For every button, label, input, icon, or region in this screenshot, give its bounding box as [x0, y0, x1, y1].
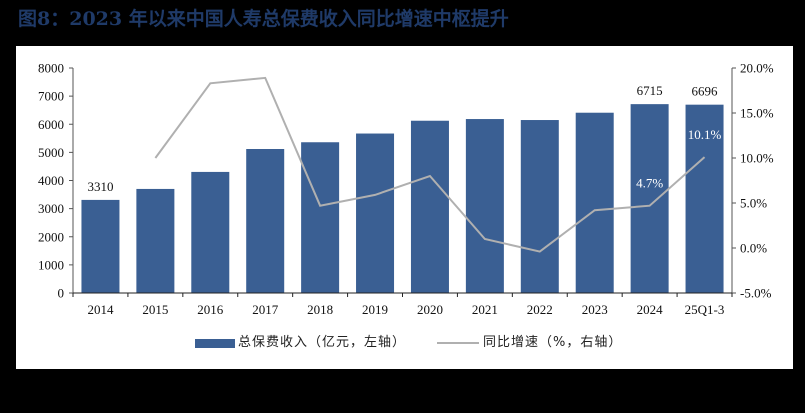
left-tick-label: 3000 — [38, 201, 64, 216]
left-tick-label: 0 — [58, 286, 65, 301]
x-tick-label: 2018 — [307, 302, 333, 317]
bar-2021 — [465, 119, 504, 293]
legend-label-premium: 总保费收入（亿元，左轴） — [238, 335, 407, 350]
legend-item-growth: 同比增速（%，右轴） — [437, 332, 622, 354]
x-tick-label: 25Q1-3 — [685, 302, 725, 317]
bar-2019 — [356, 133, 395, 293]
x-tick-label: 2015 — [142, 302, 168, 317]
right-tick-label: 0.0% — [740, 241, 767, 256]
left-tick-label: 4000 — [38, 173, 64, 188]
right-tick-label: 20.0% — [740, 61, 774, 76]
bar-2018 — [301, 142, 340, 293]
bar-data-label: 3310 — [87, 179, 113, 194]
bar-25Q1-3 — [685, 104, 724, 293]
bar-2022 — [520, 120, 559, 293]
x-tick-label: 2024 — [637, 302, 664, 317]
line-data-label: 10.1% — [688, 127, 722, 142]
bar-2016 — [191, 171, 230, 293]
x-tick-label: 2023 — [582, 302, 608, 317]
growth-line — [154, 76, 706, 253]
bar-data-label: 6715 — [637, 83, 663, 98]
combo-chart: 0 1000 2000 3000 4000 5000 6000 7000 8000 -5.0% 0.… — [38, 61, 774, 318]
x-tick-label: 2020 — [417, 302, 443, 317]
line-swatch-icon — [437, 342, 479, 344]
x-tick-label: 2016 — [197, 302, 224, 317]
chart-title: 图8：2023 年以来中国人寿总保费收入同比增速中枢提升 — [18, 8, 509, 30]
bar-2017 — [246, 149, 285, 293]
x-tick-label: 2021 — [472, 302, 498, 317]
bar-data-label: 6696 — [692, 84, 719, 99]
legend-item-premium: 总保费收入（亿元，左轴） — [195, 332, 406, 354]
chart-panel: 0 1000 2000 3000 4000 5000 6000 7000 8000 -5.0% 0.… — [16, 46, 793, 369]
x-tick-label: 2022 — [527, 302, 553, 317]
right-tick-label: 10.0% — [740, 151, 774, 166]
legend: 总保费收入（亿元，左轴） 同比增速（%，右轴） — [16, 332, 793, 354]
left-tick-label: 1000 — [38, 257, 64, 272]
x-tick-label: 2017 — [252, 302, 279, 317]
bar-2014 — [81, 199, 120, 293]
right-tick-label: 15.0% — [740, 106, 774, 121]
left-tick-label: 7000 — [38, 89, 64, 104]
x-tick-label: 2019 — [362, 302, 388, 317]
line-data-label: 4.7% — [636, 176, 663, 191]
bar-swatch-icon — [195, 338, 235, 348]
bar-2020 — [410, 120, 449, 293]
left-tick-label: 5000 — [38, 145, 64, 160]
bar-2023 — [575, 112, 614, 293]
bar-2015 — [136, 188, 175, 293]
left-tick-label: 6000 — [38, 117, 64, 132]
legend-label-growth: 同比增速（%，右轴） — [483, 335, 623, 350]
bar-2024 — [630, 104, 669, 293]
x-tick-label: 2014 — [87, 302, 114, 317]
left-tick-label: 8000 — [38, 61, 64, 76]
right-tick-label: -5.0% — [740, 286, 772, 301]
left-tick-label: 2000 — [38, 229, 64, 244]
right-tick-label: 5.0% — [740, 196, 767, 211]
